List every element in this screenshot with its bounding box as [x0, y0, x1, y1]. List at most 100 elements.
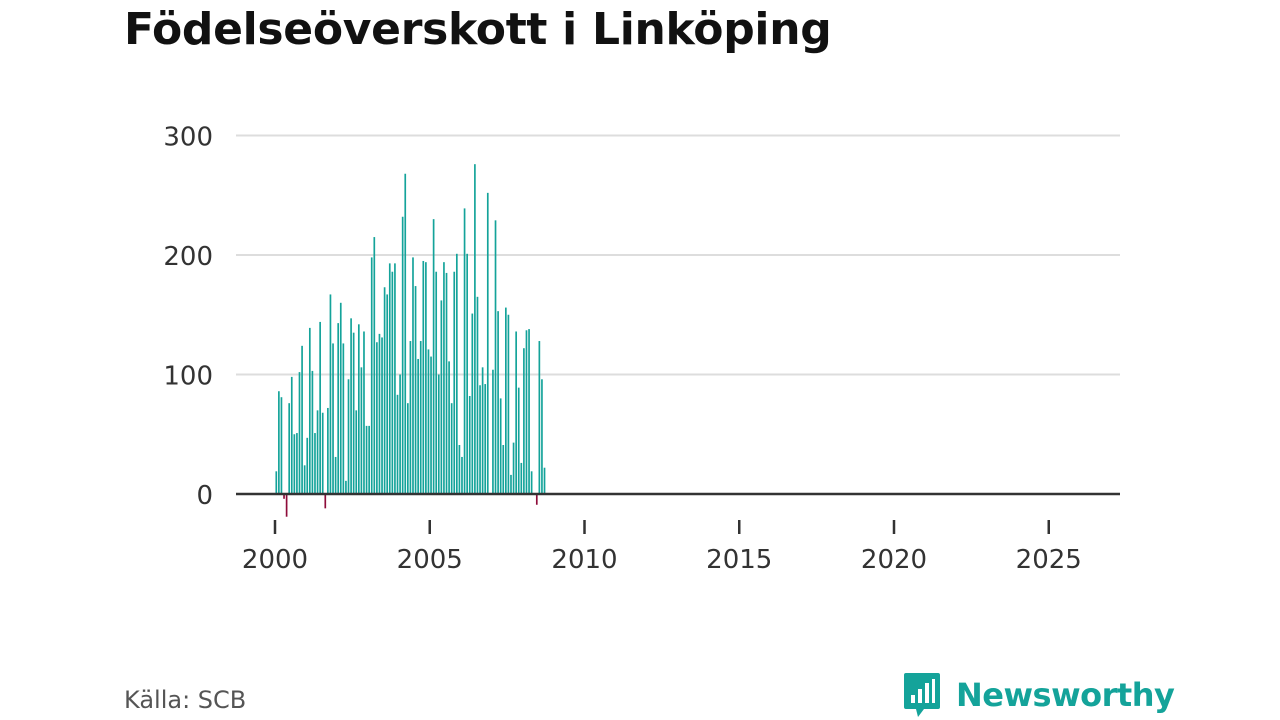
bar — [474, 164, 476, 494]
bar — [435, 271, 438, 494]
bar — [463, 208, 466, 494]
x-axis — [236, 492, 1120, 534]
bar — [327, 407, 329, 494]
bar — [468, 396, 471, 494]
bar — [497, 311, 499, 494]
bar — [311, 370, 314, 494]
bar — [458, 445, 461, 494]
bar — [352, 332, 355, 494]
bar — [347, 379, 350, 494]
bar — [275, 471, 278, 495]
x-tick-label-2025: 2025 — [1016, 545, 1082, 575]
brand-logo[interactable]: Newsworthy — [902, 670, 1175, 720]
bar — [293, 434, 296, 494]
bar — [525, 330, 528, 494]
bar — [383, 287, 386, 494]
y-tick-label-100: 100 — [163, 362, 213, 392]
bar — [422, 260, 425, 495]
bar — [437, 374, 440, 494]
bar — [296, 433, 298, 495]
bar — [445, 272, 448, 494]
bar — [406, 403, 409, 494]
bar — [394, 263, 396, 495]
bar — [535, 494, 538, 505]
bar — [523, 348, 525, 494]
bar — [499, 398, 502, 494]
bars — [275, 164, 546, 517]
bar — [381, 337, 383, 494]
bar — [448, 361, 450, 495]
y-tick-label-300: 300 — [163, 123, 213, 153]
bar — [432, 219, 435, 494]
bar — [303, 465, 306, 494]
bar — [409, 341, 412, 494]
bar — [494, 220, 497, 494]
bar — [471, 313, 474, 494]
bar — [290, 376, 293, 494]
bar — [332, 343, 334, 494]
newsworthy-logo-icon — [904, 673, 940, 717]
bar — [538, 341, 541, 494]
bar — [301, 345, 303, 494]
x-tick-labels: 2000 2005 2010 2015 2020 2025 — [242, 545, 1082, 575]
bar — [391, 271, 394, 494]
bar — [507, 314, 510, 494]
bar — [430, 356, 432, 494]
gridlines — [236, 134, 1120, 376]
brand-name: Newsworthy — [956, 676, 1175, 714]
x-tick-label-2020: 2020 — [861, 545, 927, 575]
bar — [414, 286, 417, 494]
bar — [530, 471, 533, 495]
bar — [376, 342, 378, 495]
x-tick-label-2015: 2015 — [706, 545, 772, 575]
bar — [399, 374, 401, 494]
bar — [329, 294, 332, 494]
y-tick-label-0: 0 — [196, 481, 213, 511]
bar — [298, 372, 301, 494]
bar — [324, 494, 327, 509]
bar — [517, 387, 520, 494]
bar — [278, 391, 280, 494]
bar — [486, 192, 489, 495]
bar — [401, 216, 404, 494]
bar — [515, 331, 517, 494]
bar — [404, 173, 407, 495]
bar — [285, 494, 288, 517]
bar — [288, 403, 291, 494]
bar — [388, 263, 391, 495]
bar — [479, 385, 481, 494]
x-tick-label-2010: 2010 — [551, 545, 617, 575]
bar — [345, 480, 347, 495]
bar — [502, 445, 505, 494]
bar — [363, 331, 365, 494]
bar — [427, 349, 430, 494]
bar — [370, 257, 373, 494]
bar — [505, 307, 507, 494]
bar — [337, 323, 340, 495]
bar — [373, 237, 376, 494]
bar — [440, 300, 443, 494]
bar — [417, 358, 419, 494]
bar — [412, 257, 414, 494]
bar — [355, 410, 358, 494]
bar — [543, 467, 546, 494]
bar — [453, 271, 456, 494]
x-tick-label-2005: 2005 — [397, 545, 463, 575]
bar — [334, 456, 337, 494]
bar — [520, 462, 523, 494]
bar — [443, 262, 445, 494]
bar — [386, 294, 389, 494]
x-tick-label-2000: 2000 — [242, 545, 308, 575]
bar — [510, 474, 512, 494]
bar — [306, 437, 309, 494]
y-tick-labels: 0 100 200 300 — [163, 123, 213, 512]
bar — [357, 324, 360, 494]
bar — [461, 456, 463, 494]
bar — [492, 369, 494, 494]
bar — [466, 253, 468, 494]
bar — [378, 333, 381, 494]
bar — [476, 296, 479, 494]
bar — [419, 341, 422, 494]
bar — [321, 412, 324, 494]
source-label: Källa: SCB — [124, 686, 247, 714]
